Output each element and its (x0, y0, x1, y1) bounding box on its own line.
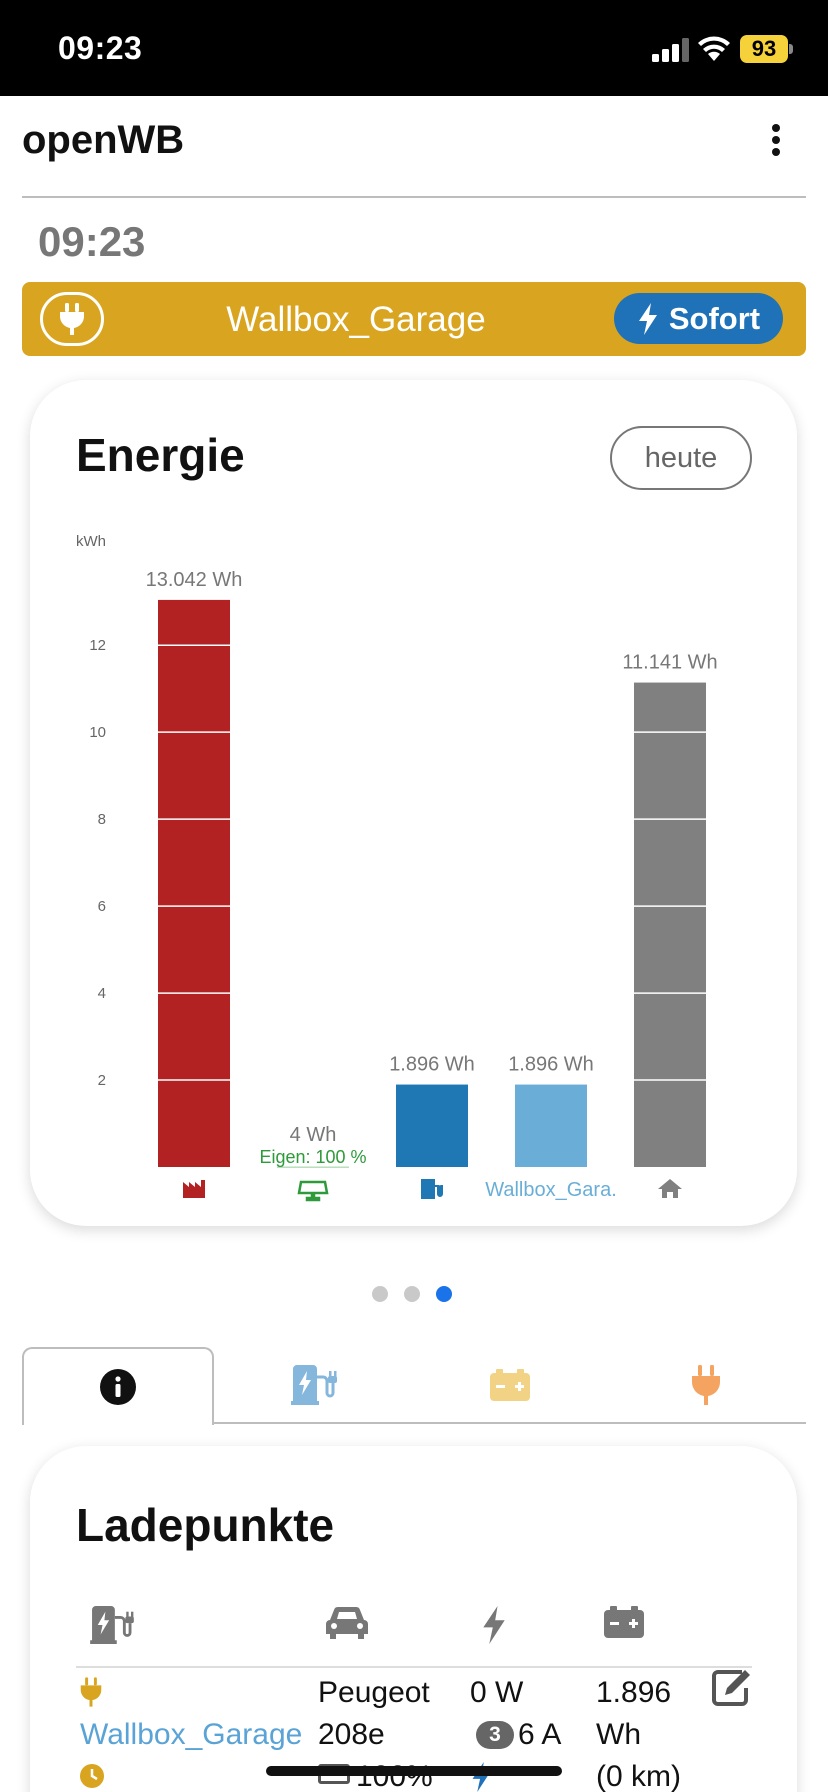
charged-range: (0 km) (596, 1760, 681, 1792)
chargepoint-name: Wallbox_Garage (226, 300, 486, 339)
solar-panel-icon (297, 1180, 329, 1202)
category-label: Wallbox_Gara. (485, 1179, 617, 1201)
table-header-divider (76, 1666, 752, 1668)
tab-battery[interactable] (414, 1347, 606, 1423)
chargepoints-card: Ladepunkte (30, 1446, 797, 1792)
chart-bar (634, 682, 706, 1167)
status-bar: 09:23 93 (0, 0, 828, 96)
energy-title: Energie (76, 429, 245, 481)
chart-bar (515, 1084, 587, 1167)
bar-value-label: 1.896 Wh (508, 1054, 594, 1076)
chart-bar (277, 1166, 349, 1168)
carousel-dot[interactable] (404, 1286, 420, 1302)
tab-chargepoints[interactable] (218, 1347, 410, 1423)
y-tick-label: 4 (98, 985, 106, 1002)
vehicle-name-line1: Peugeot (318, 1676, 430, 1709)
charged-energy-line1: 1.896 (596, 1676, 672, 1709)
vehicle-soc-value: 100% (356, 1760, 433, 1792)
bar-value-label: 1.896 Wh (389, 1054, 475, 1076)
edit-icon[interactable] (712, 1668, 752, 1706)
charge-power: 0 W (470, 1676, 524, 1709)
bolt-icon (638, 302, 657, 335)
charging-station-icon (421, 1179, 443, 1199)
charging-station-icon (90, 1606, 134, 1644)
bolt-icon (472, 1762, 490, 1792)
battery-icon (490, 1369, 530, 1401)
battery-icon (604, 1606, 644, 1638)
current-value: 6 A (518, 1718, 562, 1751)
carousel-dots[interactable] (372, 1286, 452, 1302)
info-icon (100, 1369, 136, 1405)
clock-icon (80, 1764, 104, 1788)
carousel-dot[interactable] (372, 1286, 388, 1302)
y-tick-label: 8 (98, 811, 106, 828)
charge-mode-button[interactable]: Sofort (614, 293, 783, 344)
charging-station-icon (291, 1365, 337, 1405)
battery-tip (789, 44, 793, 54)
plug-icon (80, 1677, 102, 1707)
plug-icon (691, 1365, 721, 1405)
bar-value-label: 4 Wh (290, 1124, 337, 1146)
bar-sublabel: Eigen: 100 % (259, 1147, 366, 1167)
y-tick-label: 2 (98, 1072, 106, 1089)
chargepoints-title: Ladepunkte (76, 1499, 335, 1551)
home-indicator (266, 1766, 562, 1776)
charge-mode-label: Sofort (668, 300, 761, 336)
chart-bar (158, 599, 230, 1167)
bar-value-label: 11.141 Wh (622, 652, 717, 674)
y-tick-label: 10 (89, 724, 106, 741)
more-menu-icon[interactable] (765, 120, 787, 160)
chargepoint-bar[interactable]: Wallbox_Garage Sofort (22, 282, 806, 356)
app-title: openWB (22, 118, 185, 162)
chargepoint-link[interactable]: Wallbox_Garage (80, 1718, 303, 1751)
tab-info[interactable] (22, 1347, 214, 1425)
charged-energy-line2: Wh (596, 1718, 641, 1751)
header-divider (22, 196, 806, 198)
y-tick-label: 6 (98, 898, 106, 915)
y-axis-label: kWh (76, 533, 106, 550)
vehicle-soc: 100% (318, 1760, 433, 1792)
chart-bar (396, 1084, 468, 1167)
current-time: 09:23 (38, 218, 146, 265)
wifi-icon (698, 36, 730, 61)
bar-value-label: 13.042 Wh (146, 569, 243, 591)
bolt-icon (483, 1606, 505, 1644)
car-icon (326, 1606, 368, 1639)
period-button[interactable]: heute (610, 426, 752, 490)
grid-import-icon (183, 1180, 205, 1198)
carousel-dot-active[interactable] (436, 1286, 452, 1302)
phases-badge: 3 (476, 1721, 514, 1749)
tab-devices[interactable] (610, 1347, 802, 1423)
status-time: 09:23 (58, 30, 143, 66)
energy-card: Energie heute kWh 2 4 6 8 10 12 13.042 Wh 4 Wh Ei… (30, 380, 797, 1226)
y-tick-label: 12 (89, 637, 106, 654)
plug-icon[interactable] (40, 292, 104, 346)
cellular-signal-icon (652, 38, 689, 62)
battery-indicator: 93 (740, 35, 788, 63)
tabs-divider (22, 1422, 806, 1424)
house-icon (658, 1179, 682, 1198)
vehicle-name-line2: 208e (318, 1718, 385, 1751)
